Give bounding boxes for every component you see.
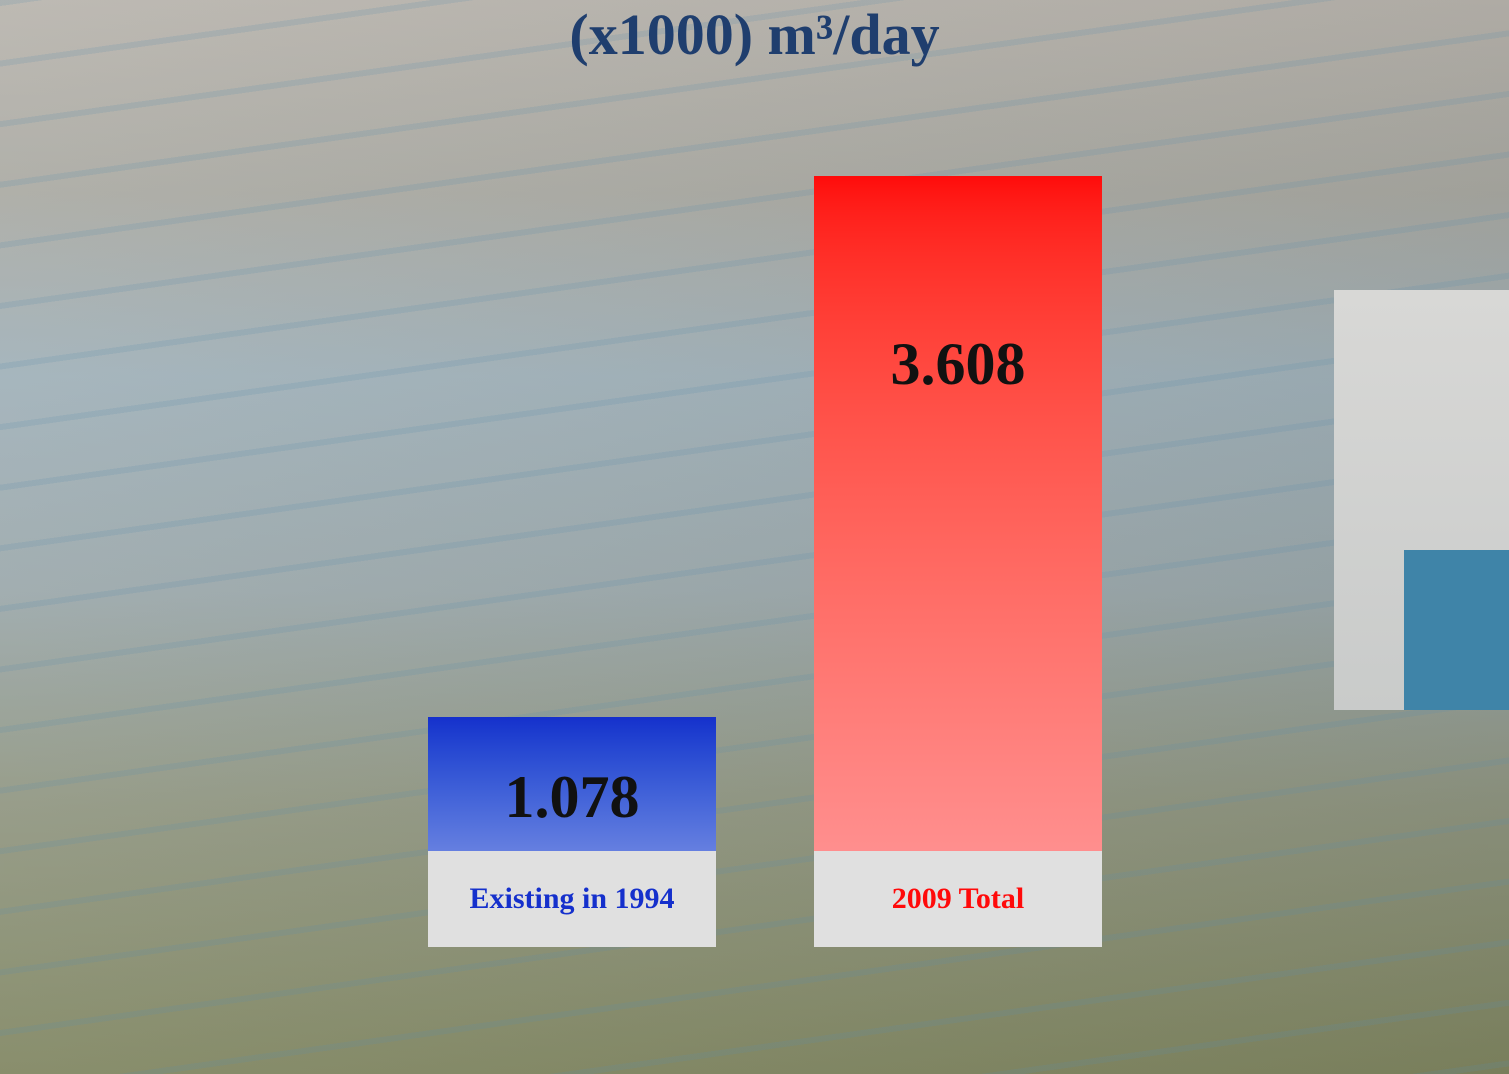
- background-photo: [0, 0, 1509, 1074]
- value-label: 1.078: [428, 763, 716, 832]
- building-door: [1404, 550, 1509, 710]
- bar: [814, 176, 1102, 947]
- x-tick-label: Existing in 1994: [428, 851, 716, 947]
- chart-title: (x1000) m³/day: [0, 0, 1509, 70]
- slide: (x1000) m³/day (() => { const data = JSO…: [0, 0, 1509, 1074]
- x-tick-label: 2009 Total: [814, 851, 1102, 947]
- value-label: 3.608: [814, 330, 1102, 399]
